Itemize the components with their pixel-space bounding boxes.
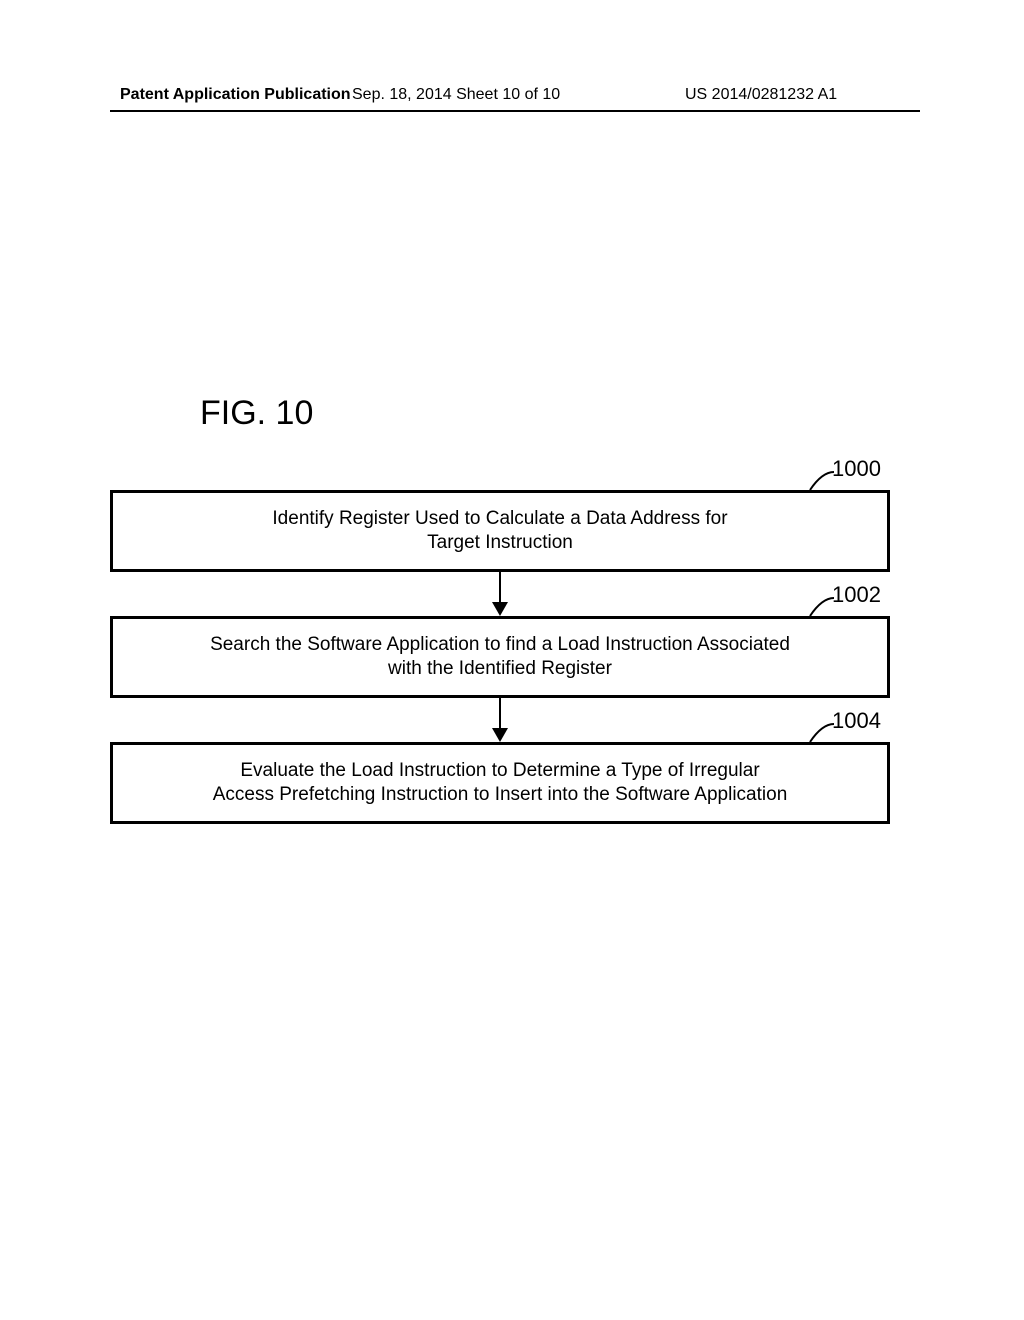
arrow-1-2 [110,572,890,616]
ref-1004: 1004 [832,708,881,734]
header-date-sheet: Sep. 18, 2014 Sheet 10 of 10 [352,86,560,104]
flow-box-text-1: Identify Register Used to Calculate a Da… [272,507,727,555]
figure-title: FIG. 10 [200,394,313,433]
flow-box-text-3: Evaluate the Load Instruction to Determi… [213,759,788,807]
flow-box-text-2: Search the Software Application to find … [210,633,790,681]
header-rule [110,110,920,112]
arrow-line-1 [499,572,501,604]
flow-box-evaluate-load: Evaluate the Load Instruction to Determi… [110,742,890,824]
ref-1002: 1002 [832,582,881,608]
header-pubnumber: US 2014/0281232 A1 [685,86,837,104]
flowchart: 1000 Identify Register Used to Calculate… [110,490,890,824]
flow-box-search-application: Search the Software Application to find … [110,616,890,698]
arrow-head-1 [492,602,508,616]
arrow-2-3 [110,698,890,742]
page: Patent Application Publication Sep. 18, … [0,0,1024,1320]
flow-box-identify-register: Identify Register Used to Calculate a Da… [110,490,890,572]
arrow-line-2 [499,698,501,730]
ref-1000: 1000 [832,456,881,482]
arrow-head-2 [492,728,508,742]
header-publication: Patent Application Publication [120,86,351,104]
